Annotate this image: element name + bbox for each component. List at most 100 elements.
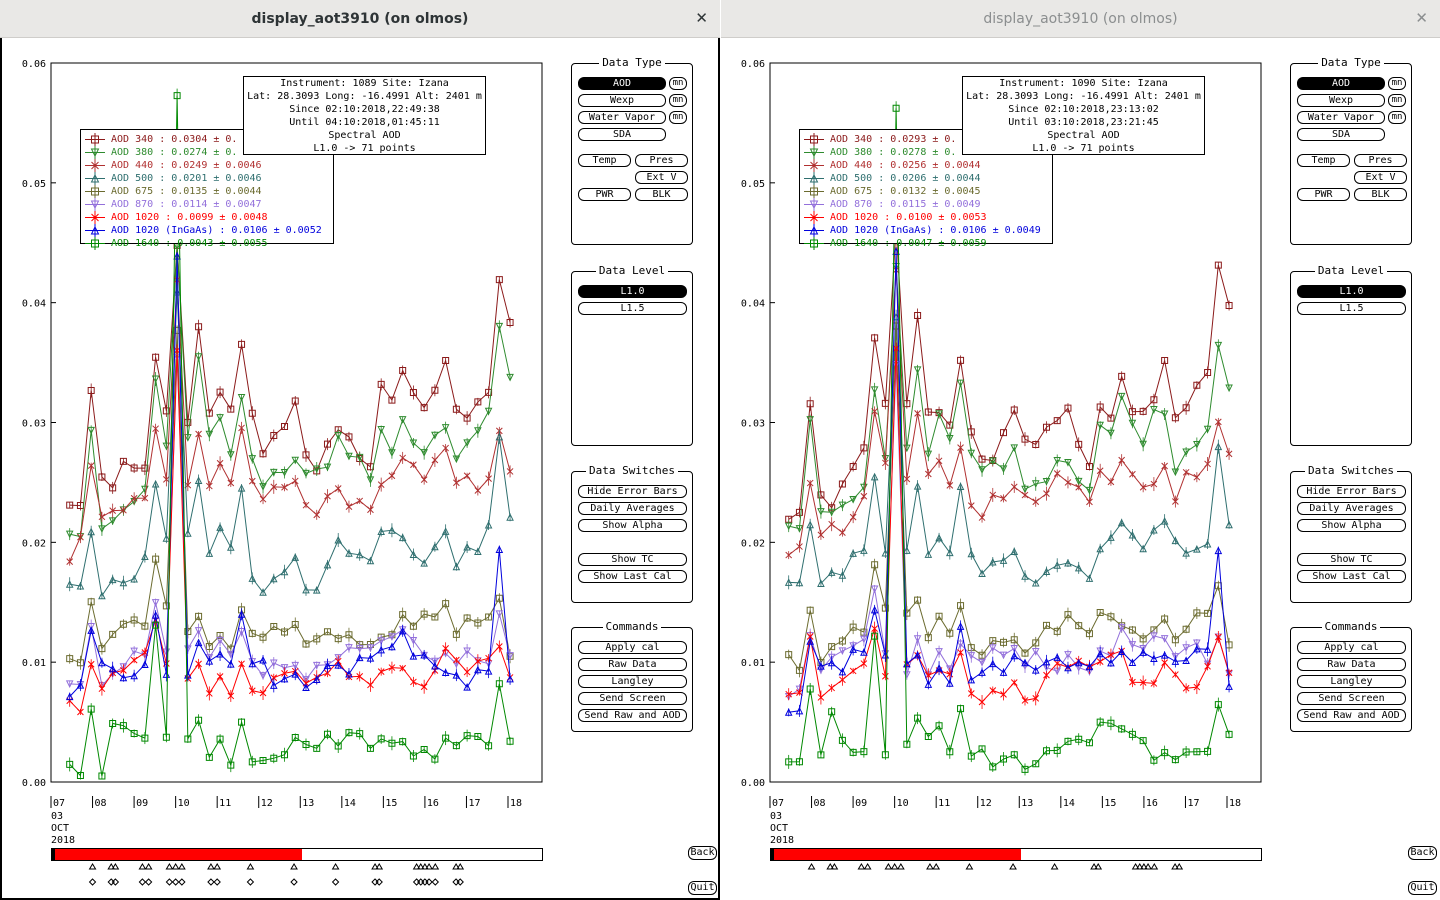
water-vapor-mn-button[interactable]: mn xyxy=(669,111,687,124)
pres-button[interactable]: Pres xyxy=(635,154,688,167)
langley-button[interactable]: Langley xyxy=(578,675,687,688)
hide-error-bars-button[interactable]: Hide Error Bars xyxy=(1297,485,1406,498)
window-titlebar[interactable]: display_aot3910 (on olmos) ✕ xyxy=(0,0,720,38)
legend-series-stat: : 0.0099 ± 0.0048 xyxy=(165,212,268,223)
sda-button[interactable]: SDA xyxy=(578,128,666,141)
ext-v-button[interactable]: Ext V xyxy=(1354,171,1407,184)
hide-error-bars-button[interactable]: Hide Error Bars xyxy=(578,485,687,498)
data-point xyxy=(957,602,965,610)
daily-averages-button[interactable]: Daily Averages xyxy=(1297,502,1406,515)
aod-mn-button[interactable]: mn xyxy=(669,77,687,90)
level-l15-button[interactable]: L1.5 xyxy=(578,302,687,315)
series-aod-340 xyxy=(66,241,514,511)
level-l15-button[interactable]: L1.5 xyxy=(1297,302,1406,315)
blk-button[interactable]: BLK xyxy=(635,188,688,201)
ext-v-button[interactable]: Ext V xyxy=(635,171,688,184)
temp-button[interactable]: Temp xyxy=(1297,154,1350,167)
data-point xyxy=(795,685,804,694)
show-last-cal-button[interactable]: Show Last Cal xyxy=(1297,570,1406,583)
data-point xyxy=(849,748,857,756)
show-last-cal-button[interactable]: Show Last Cal xyxy=(578,570,687,583)
data-point xyxy=(882,459,889,467)
show-alpha-button[interactable]: Show Alpha xyxy=(1297,519,1406,532)
time-range-bar[interactable] xyxy=(770,848,1262,861)
data-point xyxy=(967,752,975,760)
legend-label: AOD 675 : 0.0132 ± 0.0045 xyxy=(830,185,981,198)
wexp-mn-button[interactable]: mn xyxy=(669,94,687,107)
apply-cal-button[interactable]: Apply cal xyxy=(1297,641,1406,654)
show-tc-button[interactable]: Show TC xyxy=(578,553,687,566)
data-point xyxy=(141,552,149,561)
pres-button[interactable]: Pres xyxy=(1354,154,1407,167)
data-point xyxy=(1064,737,1072,745)
data-point xyxy=(785,690,793,698)
marker-triangle xyxy=(926,863,934,870)
wexp-button[interactable]: Wexp xyxy=(578,94,666,107)
data-point xyxy=(1096,544,1104,553)
data-point xyxy=(76,680,85,689)
data-point xyxy=(485,613,493,621)
data-point xyxy=(259,450,267,458)
pwr-button[interactable]: PWR xyxy=(578,188,631,201)
send-raw-and-aod-button[interactable]: Send Raw and AOD xyxy=(578,709,687,722)
aod-mn-button[interactable]: mn xyxy=(1388,77,1406,90)
y-tick-label: 0.04 xyxy=(22,299,46,310)
data-point xyxy=(441,668,450,677)
raw-data-button[interactable]: Raw Data xyxy=(578,658,687,671)
water-vapor-button[interactable]: Water Vapor xyxy=(578,111,666,124)
pwr-button[interactable]: PWR xyxy=(1297,188,1350,201)
send-screen-button[interactable]: Send Screen xyxy=(1297,692,1406,705)
wexp-mn-button[interactable]: mn xyxy=(1388,94,1406,107)
show-alpha-button[interactable]: Show Alpha xyxy=(578,519,687,532)
quit-button[interactable]: Quit xyxy=(688,881,717,895)
back-button[interactable]: Back xyxy=(688,846,717,860)
data-point xyxy=(924,450,933,459)
aod-button[interactable]: AOD xyxy=(578,77,666,90)
time-range-bar[interactable] xyxy=(51,848,543,861)
show-tc-button[interactable]: Show TC xyxy=(1297,553,1406,566)
data-point xyxy=(913,650,922,659)
wexp-button[interactable]: Wexp xyxy=(1297,94,1385,107)
window-titlebar[interactable]: display_aot3910 (on olmos) ✕ xyxy=(721,0,1440,38)
data-point xyxy=(1182,644,1190,652)
data-point xyxy=(946,482,954,489)
series-aod-1020-ingaas- xyxy=(65,251,514,701)
apply-cal-button[interactable]: Apply cal xyxy=(578,641,687,654)
quit-button[interactable]: Quit xyxy=(1408,881,1437,895)
data-point xyxy=(1064,404,1072,412)
x-tick-label: 18 xyxy=(1229,798,1241,809)
data-point xyxy=(119,722,127,730)
x-tick-label: 18 xyxy=(510,798,522,809)
data-point xyxy=(388,631,396,639)
level-l10-button[interactable]: L1.0 xyxy=(578,285,687,298)
data-point xyxy=(388,642,396,651)
water-vapor-mn-button[interactable]: mn xyxy=(1388,111,1406,124)
data-point xyxy=(87,705,95,713)
close-icon[interactable]: ✕ xyxy=(695,9,708,27)
data-point xyxy=(1171,414,1179,422)
send-raw-and-aod-button[interactable]: Send Raw and AOD xyxy=(1297,709,1406,722)
data-point xyxy=(377,668,385,675)
data-point xyxy=(1161,659,1168,666)
blk-button[interactable]: BLK xyxy=(1354,188,1407,201)
sda-button[interactable]: SDA xyxy=(1297,128,1385,141)
water-vapor-button[interactable]: Water Vapor xyxy=(1297,111,1385,124)
raw-data-button[interactable]: Raw Data xyxy=(1297,658,1406,671)
temp-button[interactable]: Temp xyxy=(578,154,631,167)
data-point xyxy=(838,667,847,676)
aod-button[interactable]: AOD xyxy=(1297,77,1385,90)
daily-averages-button[interactable]: Daily Averages xyxy=(578,502,687,515)
send-screen-button[interactable]: Send Screen xyxy=(578,692,687,705)
data-point xyxy=(1214,701,1222,709)
langley-button[interactable]: Langley xyxy=(1297,675,1406,688)
close-icon[interactable]: ✕ xyxy=(1415,9,1428,27)
marker-diamond xyxy=(213,878,221,886)
commands-panel: Commands Apply cal Raw Data Langley Send… xyxy=(1290,620,1412,732)
level-l10-button[interactable]: L1.0 xyxy=(1297,285,1406,298)
data-point xyxy=(881,548,890,557)
data-point xyxy=(313,744,321,752)
data-point xyxy=(98,591,106,600)
legend-label: AOD 1020 : 0.0099 ± 0.0048 xyxy=(111,211,268,224)
back-button[interactable]: Back xyxy=(1408,846,1437,860)
data-point xyxy=(1042,423,1050,431)
